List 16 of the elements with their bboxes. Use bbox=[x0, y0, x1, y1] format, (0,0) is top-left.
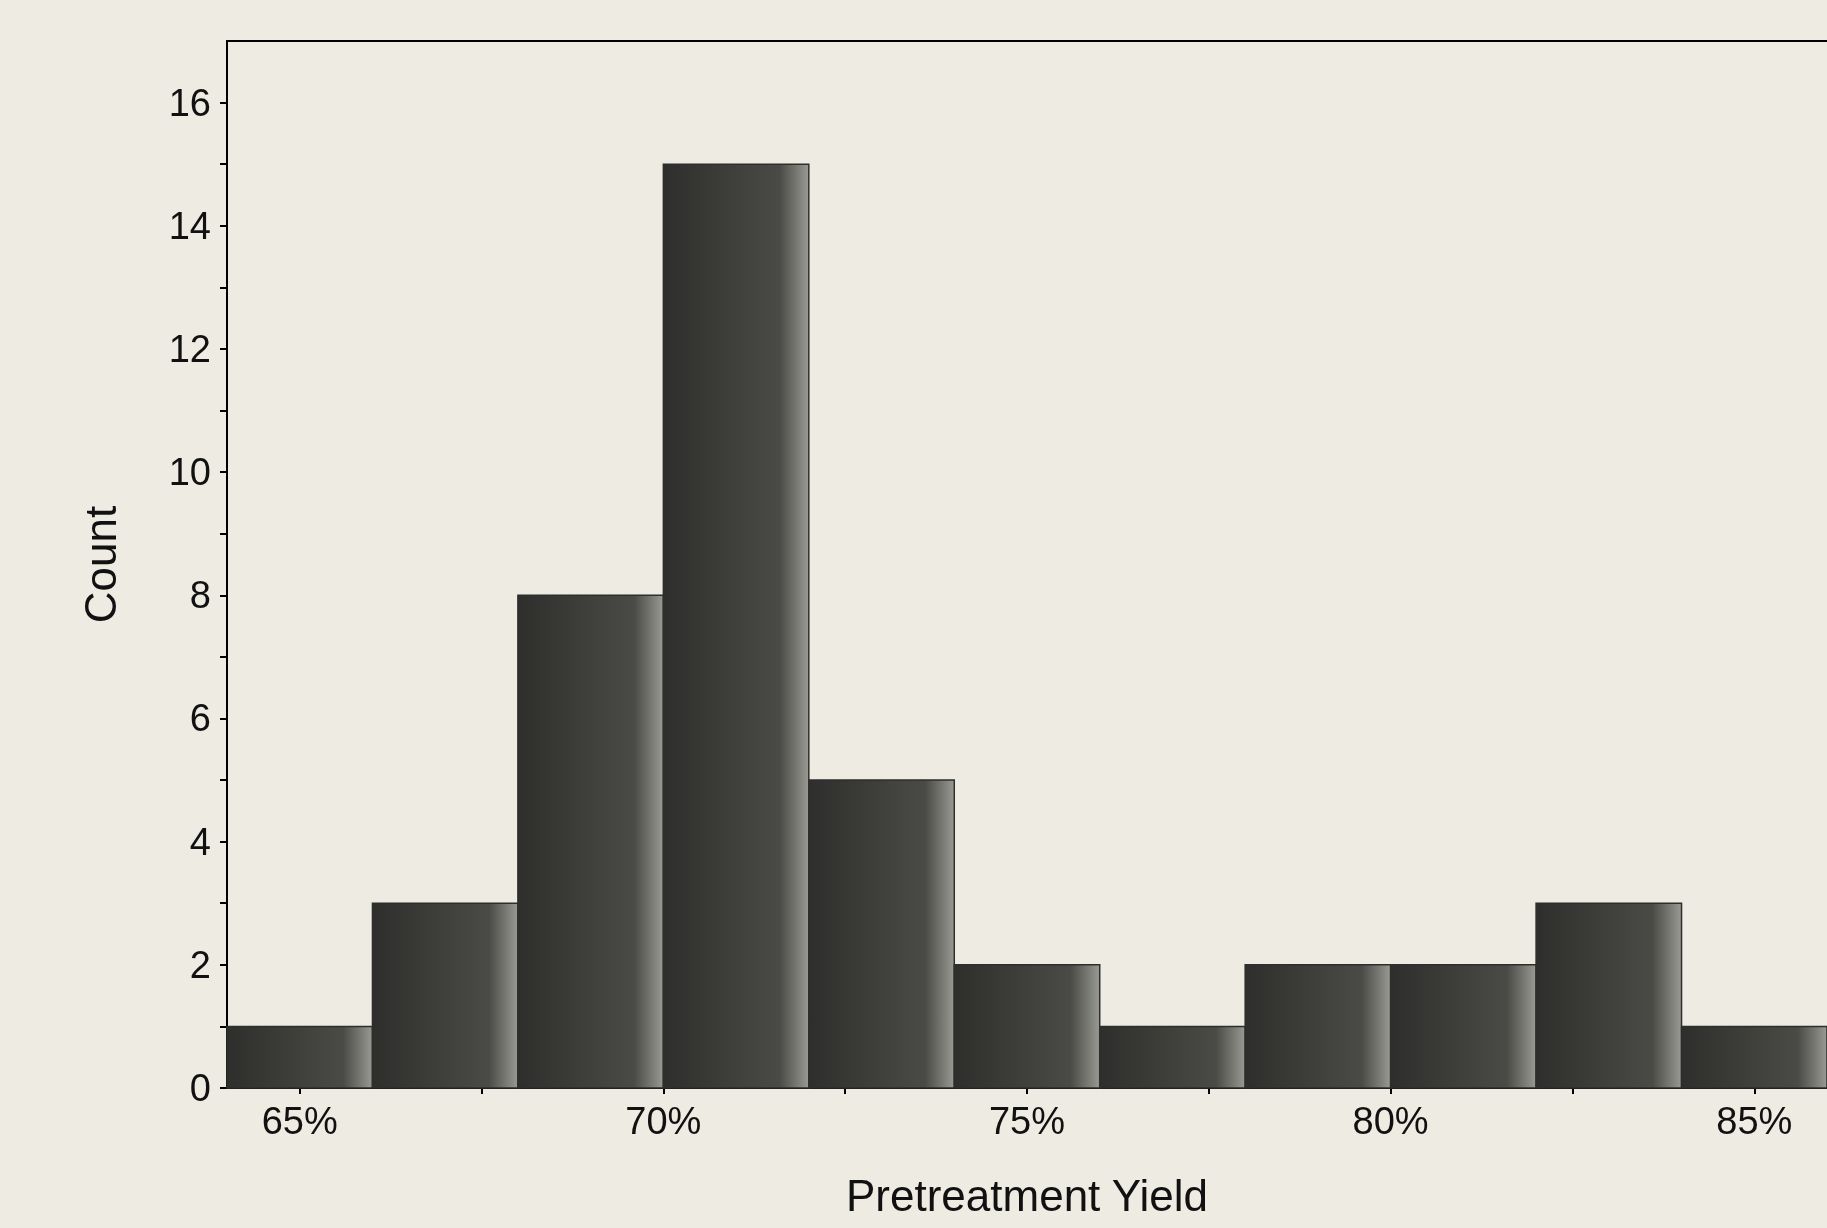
x-axis-title: Pretreatment Yield bbox=[846, 1170, 1208, 1220]
y-tick-label: 6 bbox=[189, 697, 211, 740]
y-tick-label: 4 bbox=[189, 820, 211, 863]
y-tick-label: 12 bbox=[168, 327, 211, 370]
x-tick-label: 70% bbox=[625, 1100, 702, 1142]
y-tick-label: 14 bbox=[168, 204, 211, 247]
x-tick-label: 85% bbox=[1716, 1100, 1793, 1142]
y-tick-label: 0 bbox=[189, 1067, 211, 1109]
y-tick-label: 10 bbox=[168, 451, 211, 494]
y-axis-title: Count bbox=[75, 505, 125, 624]
x-tick-label: 80% bbox=[1352, 1100, 1429, 1142]
y-tick-label: 2 bbox=[189, 943, 211, 986]
x-tick-label: 75% bbox=[988, 1100, 1066, 1142]
x-tick-label: 65% bbox=[261, 1100, 338, 1142]
y-tick-label: 8 bbox=[189, 574, 211, 617]
y-tick-label: 16 bbox=[168, 81, 211, 124]
